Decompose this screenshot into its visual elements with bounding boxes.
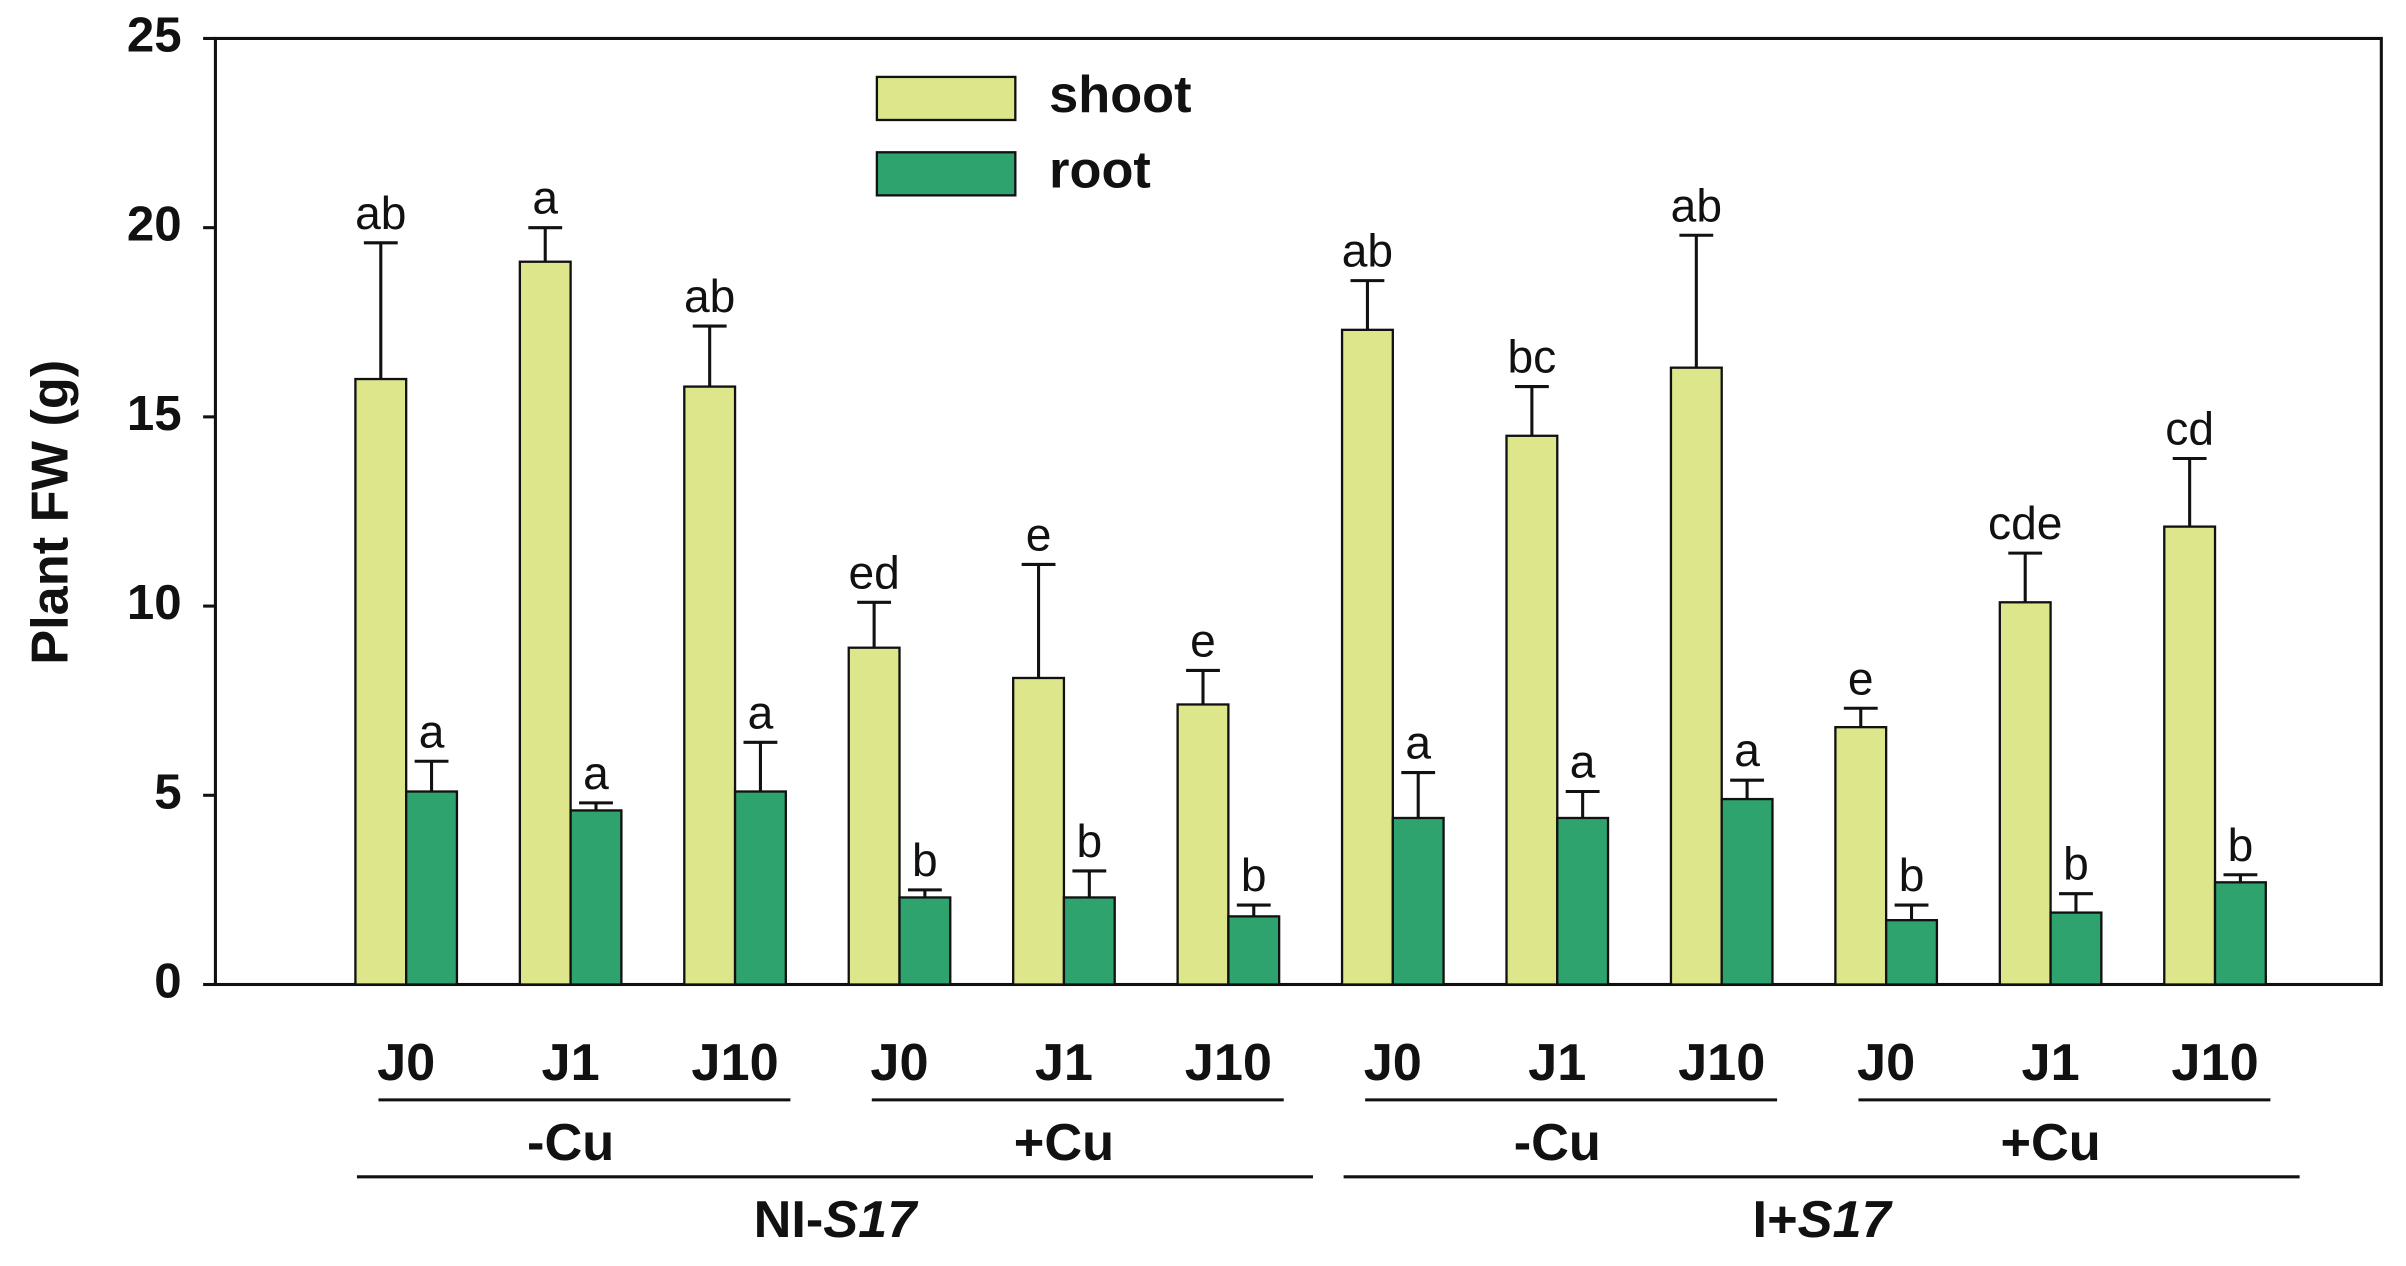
significance-label: a [748,686,774,738]
significance-label: cde [1988,497,2062,549]
supergroup-italic: S17 [823,1191,919,1249]
bar [1391,816,1445,986]
legend-label: root [1049,142,1151,200]
y-tick-label: 0 [154,953,181,1008]
bar [354,377,408,986]
bar [2213,881,2267,986]
plot-frame [213,36,2383,987]
significance-label: b [1241,849,1267,901]
bar [847,646,901,986]
supergroup-label: I+S17 [1753,1191,1894,1249]
bar [1669,366,1723,986]
significance-label: a [532,172,558,224]
significance-label: b [1076,815,1102,867]
x-tick-label: J10 [1678,1034,1765,1092]
significance-label: b [912,834,938,886]
group-label: +Cu [2000,1114,2100,1172]
bar [1884,919,1939,986]
x-tick-label: J10 [691,1034,778,1092]
significance-label: a [419,705,445,757]
bar [2049,911,2103,986]
legend-label: shoot [1049,66,1191,124]
bar [1834,726,1888,986]
significance-label: ab [684,270,735,322]
supergroup-label: NI-S17 [754,1191,920,1249]
bar [1556,816,1610,986]
bar [1720,797,1774,986]
bar [518,260,572,986]
significance-label: cd [2165,403,2214,455]
x-tick-label: J10 [2171,1034,2258,1092]
supergroup-italic: S17 [1798,1191,1894,1249]
x-tick-label: J0 [377,1034,435,1092]
x-tick-label: J1 [542,1034,600,1092]
x-tick-label: J1 [1035,1034,1093,1092]
x-tick-label: J0 [870,1034,928,1092]
x-tick-label: J0 [1857,1034,1915,1092]
y-tick-label: 15 [127,386,182,441]
significance-label: a [583,747,609,799]
group-label: -Cu [527,1114,614,1172]
significance-label: a [1405,717,1431,769]
legend-swatch [875,151,1017,197]
legend-swatch [875,75,1017,122]
bar [898,896,952,986]
significance-label: ab [355,187,406,239]
x-tick-label: J1 [2022,1034,2080,1092]
bar [1505,434,1559,986]
bar [1062,896,1116,986]
bar [2163,525,2217,986]
bar [1340,328,1394,986]
significance-label: a [1734,724,1760,776]
bar [1998,601,2052,986]
significance-label: ed [848,546,899,598]
significance-label: e [1026,508,1052,560]
group-label: -Cu [1514,1114,1601,1172]
bar [1176,703,1230,986]
bar [733,790,787,986]
bar [569,809,623,986]
significance-label: b [2063,838,2089,890]
bar [683,385,737,986]
y-axis-label: Plant FW (g) [22,360,80,665]
significance-label: b [1899,849,1925,901]
y-tick-label: 10 [127,575,182,630]
supergroup-prefix: NI- [754,1191,824,1249]
significance-label: b [2228,819,2254,871]
bar [405,790,459,986]
bar [1012,676,1066,986]
group-label: +Cu [1014,1114,1114,1172]
significance-label: bc [1508,331,1557,383]
y-tick-label: 25 [127,7,182,62]
x-tick-label: J0 [1364,1034,1422,1092]
supergroup-prefix: I+ [1753,1191,1798,1249]
significance-label: ab [1342,225,1393,277]
significance-label: a [1570,736,1596,788]
significance-label: e [1190,614,1216,666]
y-tick-label: 5 [154,764,181,819]
significance-label: e [1848,652,1874,704]
significance-label: ab [1671,179,1722,231]
bar [1227,915,1281,986]
x-tick-label: J1 [1528,1034,1586,1092]
y-tick-label: 20 [127,197,182,252]
x-tick-label: J10 [1185,1034,1272,1092]
